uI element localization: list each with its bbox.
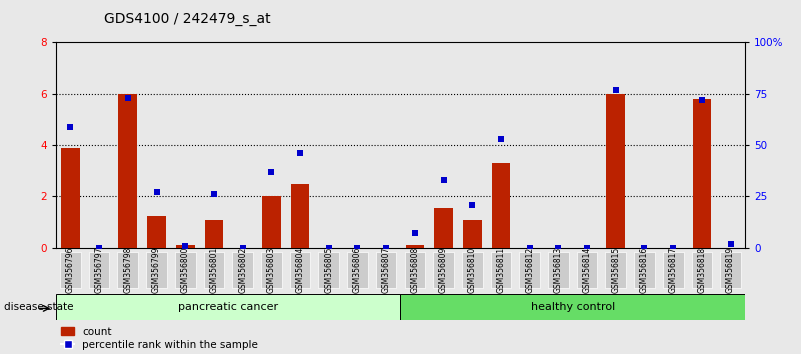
Point [351,245,364,251]
Text: pancreatic cancer: pancreatic cancer [178,302,279,312]
Text: GSM356819: GSM356819 [726,247,735,293]
Text: GSM356806: GSM356806 [353,247,362,293]
Bar [291,184,309,248]
FancyBboxPatch shape [519,252,540,288]
Point [466,202,479,207]
FancyBboxPatch shape [548,252,569,288]
Text: GSM356799: GSM356799 [152,247,161,293]
Text: GSM356810: GSM356810 [468,247,477,293]
Text: disease state: disease state [4,302,74,312]
Text: GSM356816: GSM356816 [640,247,649,293]
Point [236,245,249,251]
Text: GSM356812: GSM356812 [525,247,534,293]
Point [552,245,565,251]
Text: GSM356802: GSM356802 [238,247,248,293]
FancyBboxPatch shape [290,252,310,288]
FancyBboxPatch shape [319,252,339,288]
Text: GSM356808: GSM356808 [410,247,420,293]
FancyBboxPatch shape [261,252,282,288]
Text: GSM356801: GSM356801 [209,247,219,293]
Text: GSM356809: GSM356809 [439,247,448,293]
Point [695,97,708,103]
Point [523,245,536,251]
Bar [606,94,625,248]
Text: GSM356811: GSM356811 [497,247,505,293]
FancyBboxPatch shape [60,252,81,288]
Bar [262,196,280,248]
Bar [147,216,166,248]
Text: GDS4100 / 242479_s_at: GDS4100 / 242479_s_at [104,12,271,27]
Text: GSM356800: GSM356800 [181,247,190,293]
Point [207,192,220,197]
FancyBboxPatch shape [491,252,511,288]
Point [122,95,135,101]
Point [93,245,106,251]
FancyBboxPatch shape [433,252,454,288]
Bar [463,219,481,248]
Bar [176,245,195,248]
FancyBboxPatch shape [118,252,138,288]
FancyBboxPatch shape [347,252,368,288]
Text: GSM356807: GSM356807 [381,247,391,293]
Bar [405,245,425,248]
Point [666,245,679,251]
Text: GSM356805: GSM356805 [324,247,333,293]
FancyBboxPatch shape [376,252,396,288]
FancyBboxPatch shape [720,252,741,288]
Text: GSM356817: GSM356817 [669,247,678,293]
FancyBboxPatch shape [691,252,712,288]
Bar [61,148,80,248]
Point [322,245,335,251]
FancyBboxPatch shape [462,252,482,288]
FancyBboxPatch shape [634,252,654,288]
Text: GSM356804: GSM356804 [296,247,304,293]
Point [638,245,651,251]
Bar [119,94,137,248]
FancyBboxPatch shape [203,252,224,288]
Text: GSM356818: GSM356818 [698,247,706,293]
FancyBboxPatch shape [89,252,110,288]
Point [64,124,77,130]
Point [179,243,191,249]
Bar [492,163,510,248]
FancyBboxPatch shape [147,252,167,288]
Point [294,150,307,156]
Bar [693,99,711,248]
Point [610,87,622,92]
Text: GSM356798: GSM356798 [123,247,132,293]
Text: GSM356814: GSM356814 [582,247,592,293]
Point [150,189,163,195]
FancyBboxPatch shape [663,252,683,288]
Text: GSM356815: GSM356815 [611,247,620,293]
Point [265,169,278,175]
Point [581,245,594,251]
Text: GSM356813: GSM356813 [553,247,563,293]
Bar [204,219,223,248]
Text: GSM356797: GSM356797 [95,247,103,293]
FancyBboxPatch shape [232,252,253,288]
Legend: count, percentile rank within the sample: count, percentile rank within the sample [62,326,258,350]
Point [724,241,737,246]
Bar [400,294,745,320]
Text: GSM356803: GSM356803 [267,247,276,293]
FancyBboxPatch shape [606,252,626,288]
Text: GSM356796: GSM356796 [66,247,75,293]
FancyBboxPatch shape [175,252,195,288]
Text: healthy control: healthy control [530,302,615,312]
Point [437,177,450,183]
Bar [56,294,400,320]
FancyBboxPatch shape [405,252,425,288]
Point [380,245,392,251]
Bar [434,208,453,248]
Point [409,230,421,236]
Point [494,136,507,142]
FancyBboxPatch shape [577,252,598,288]
